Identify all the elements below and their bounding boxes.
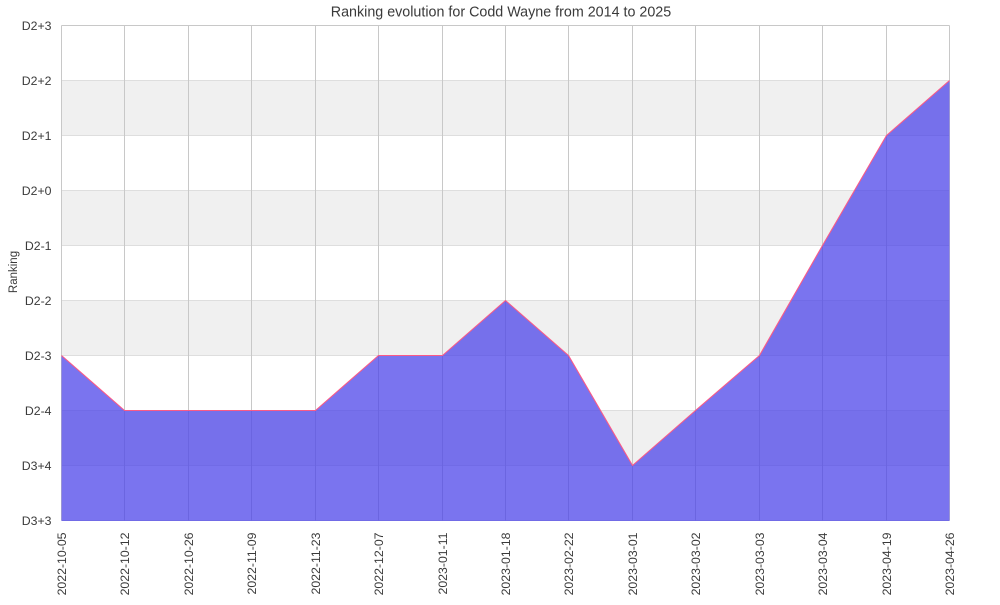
svg-text:D2+3: D2+3 bbox=[22, 19, 52, 33]
svg-text:2023-01-18: 2023-01-18 bbox=[499, 532, 513, 595]
svg-text:D2-2: D2-2 bbox=[25, 294, 52, 308]
svg-text:2022-12-07: 2022-12-07 bbox=[372, 532, 386, 595]
svg-text:2022-11-09: 2022-11-09 bbox=[245, 532, 259, 594]
svg-text:2023-04-26: 2023-04-26 bbox=[943, 532, 957, 595]
svg-text:Ranking evolution for Codd Way: Ranking evolution for Codd Wayne from 20… bbox=[331, 5, 671, 21]
svg-text:D2-3: D2-3 bbox=[25, 349, 52, 363]
svg-text:Ranking: Ranking bbox=[8, 251, 20, 293]
svg-text:2023-03-04: 2023-03-04 bbox=[816, 532, 830, 595]
svg-text:D3+3: D3+3 bbox=[22, 514, 52, 528]
svg-text:2022-10-12: 2022-10-12 bbox=[118, 532, 132, 595]
svg-text:D2-4: D2-4 bbox=[25, 404, 52, 418]
svg-text:2022-10-05: 2022-10-05 bbox=[55, 532, 69, 595]
svg-text:D2+1: D2+1 bbox=[22, 129, 52, 143]
svg-text:2023-03-01: 2023-03-01 bbox=[626, 532, 640, 595]
svg-text:D3+4: D3+4 bbox=[22, 459, 52, 473]
svg-text:D2+2: D2+2 bbox=[22, 74, 52, 88]
svg-text:D2-1: D2-1 bbox=[25, 239, 52, 253]
svg-text:D2+0: D2+0 bbox=[22, 184, 52, 198]
svg-text:2023-04-19: 2023-04-19 bbox=[880, 532, 894, 595]
svg-text:2023-02-22: 2023-02-22 bbox=[562, 532, 576, 595]
svg-text:2022-10-26: 2022-10-26 bbox=[182, 532, 196, 595]
svg-text:2022-11-23: 2022-11-23 bbox=[309, 532, 323, 594]
svg-text:2023-03-02: 2023-03-02 bbox=[689, 532, 703, 595]
svg-text:2023-01-11: 2023-01-11 bbox=[436, 532, 450, 594]
svg-text:2023-03-03: 2023-03-03 bbox=[753, 532, 767, 595]
